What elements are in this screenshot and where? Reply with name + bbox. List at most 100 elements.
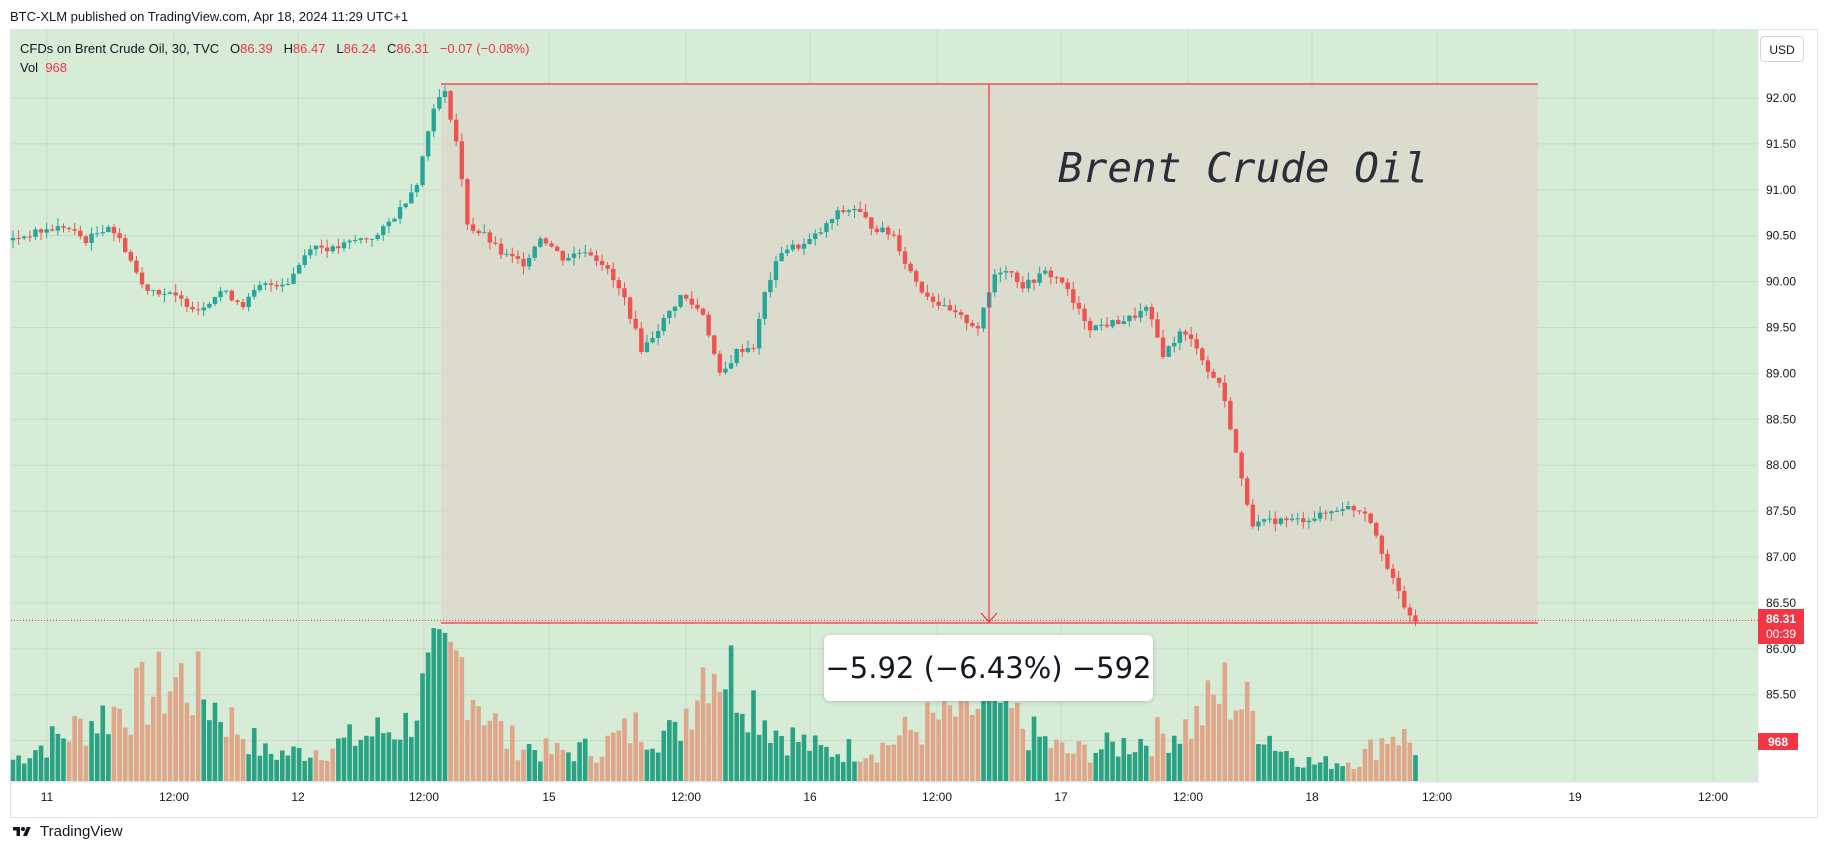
candle-body <box>588 252 594 256</box>
candle-body <box>1295 518 1300 520</box>
ohlc-row: CFDs on Brent Crude Oil, 30, TVC O86.39 … <box>20 39 529 58</box>
volume-bar <box>605 735 610 781</box>
volume-bar <box>857 761 863 781</box>
candle-body <box>998 272 1003 275</box>
candle-body <box>1087 321 1093 331</box>
candle-body <box>712 335 717 354</box>
change-value: −0.07 (−0.08%) <box>439 41 530 56</box>
candle-body <box>728 363 734 369</box>
candle-body <box>779 253 784 262</box>
price-tick: 86.00 <box>1766 642 1796 656</box>
candle-body <box>1071 289 1076 303</box>
low-value: 86.24 <box>343 41 377 56</box>
volume-bar <box>1401 729 1407 781</box>
volume-bar <box>1026 750 1031 781</box>
volume-bar <box>1166 752 1171 781</box>
candle-body <box>1211 371 1216 378</box>
volume-bar <box>364 735 369 781</box>
candle-body <box>190 306 195 310</box>
currency-button[interactable]: USD <box>1760 36 1804 62</box>
candle-body <box>992 274 997 293</box>
candle-body <box>106 226 111 233</box>
candle-body <box>448 91 453 120</box>
candle-body <box>958 312 964 315</box>
candle-body <box>1110 320 1115 327</box>
volume-bar <box>936 719 941 781</box>
volume-bar <box>667 720 672 781</box>
volume-bar <box>184 702 190 781</box>
tradingview-logo-icon <box>13 826 31 836</box>
measure-lines <box>441 83 1538 624</box>
candle-body <box>768 280 773 293</box>
candle-body <box>549 243 554 247</box>
volume-bar <box>1127 754 1132 781</box>
candle-body <box>908 263 913 272</box>
price-tick: 90.50 <box>1766 229 1796 243</box>
candle-body <box>970 323 975 327</box>
volume-bar <box>274 759 279 781</box>
candle-body <box>661 318 666 332</box>
volume-bar <box>711 673 717 781</box>
volume-bar <box>998 702 1003 781</box>
volume-bar <box>515 760 521 781</box>
volume-bar <box>683 708 689 781</box>
volume-bar <box>1211 694 1216 781</box>
candle-body <box>173 292 178 296</box>
time-tick: 15 <box>542 790 556 804</box>
volume-bar <box>1048 748 1054 781</box>
volume-bar <box>1379 738 1385 781</box>
volume-bar <box>582 738 588 781</box>
candle-body <box>1043 270 1048 274</box>
volume-bar <box>902 716 908 781</box>
volume-bar <box>1087 762 1093 781</box>
volume-bar <box>1250 710 1256 781</box>
tradingview-brand[interactable]: TradingView <box>10 823 123 840</box>
volume-bar <box>874 762 880 781</box>
volume-bar <box>1009 707 1014 781</box>
candles <box>10 85 1418 627</box>
volume-bar <box>156 651 162 781</box>
candle-body <box>1385 553 1390 569</box>
candle-body <box>487 232 493 243</box>
candle-body <box>684 294 689 299</box>
volume-bar <box>622 718 627 781</box>
candle-body <box>936 301 941 306</box>
price-tick: 87.00 <box>1766 550 1796 564</box>
volume-bar <box>588 756 594 781</box>
candle-body <box>521 258 526 267</box>
high-value: 86.47 <box>292 41 326 56</box>
candle-body <box>134 260 139 273</box>
time-tick: 12:00 <box>159 790 189 804</box>
volume-bar <box>347 724 352 781</box>
volume-bar <box>1183 719 1188 781</box>
volume-bar <box>1188 738 1194 781</box>
price-axis-labels: 92.00 91.50 91.00 90.50 90.00 89.50 89.00 88.50… <box>1766 91 1796 748</box>
candle-body <box>1379 535 1385 554</box>
volume-bar <box>639 742 644 781</box>
volume-tag: 968 <box>1758 733 1798 750</box>
volume-bar <box>336 738 341 781</box>
volume-bar <box>212 702 218 781</box>
candle-body <box>240 302 246 308</box>
volume-bar <box>83 745 89 781</box>
candle-body <box>397 207 403 219</box>
volume-bar <box>375 717 380 781</box>
candle-body <box>1031 279 1037 283</box>
volume-bar <box>341 737 347 781</box>
candle-body <box>1020 282 1025 289</box>
volume-bar <box>10 759 16 781</box>
volume-bar <box>1216 703 1222 781</box>
candle-body <box>532 246 537 258</box>
volume-bar <box>1284 751 1289 781</box>
candle-body <box>1357 510 1362 512</box>
candle-body <box>1205 360 1211 372</box>
volume-bar <box>437 629 442 781</box>
candle-body <box>1054 277 1059 279</box>
candle-body <box>756 318 762 349</box>
volume-bar <box>66 741 72 781</box>
volume-bar <box>1312 764 1317 781</box>
volume-bar <box>397 739 403 781</box>
candle-body <box>1093 325 1098 331</box>
candle-body <box>369 238 375 240</box>
